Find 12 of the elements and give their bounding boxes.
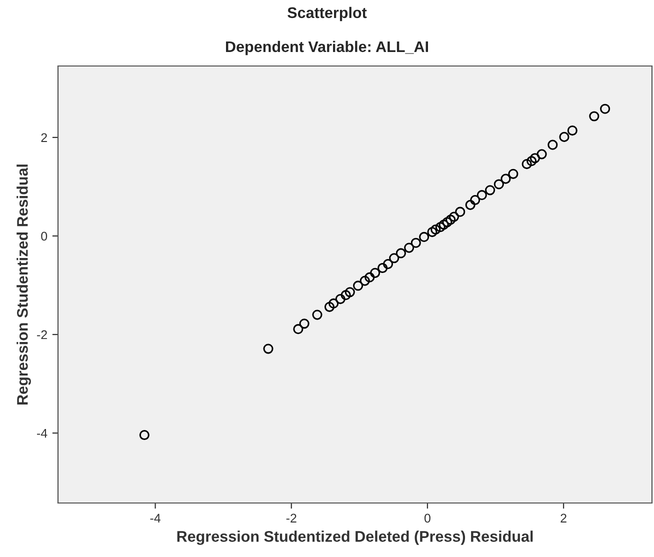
- x-tick-label: -4: [150, 514, 160, 522]
- x-tick-label: 2: [560, 514, 566, 522]
- x-axis-title: Regression Studentized Deleted (Press) Residual: [177, 530, 533, 545]
- y-axis-title: Regression Studentized Residual: [16, 164, 31, 404]
- y-tick-label: 2: [41, 133, 47, 142]
- chart-title: Scatterplot: [288, 6, 367, 22]
- x-tick-label: -2: [286, 514, 296, 522]
- y-tick-label: 0: [41, 232, 48, 241]
- x-tick-label: 0: [424, 514, 430, 523]
- chart-subtitle: Dependent Variable: ALL_AI: [226, 40, 428, 56]
- y-tick-label: -4: [37, 428, 48, 438]
- y-tick-label: -2: [37, 330, 47, 340]
